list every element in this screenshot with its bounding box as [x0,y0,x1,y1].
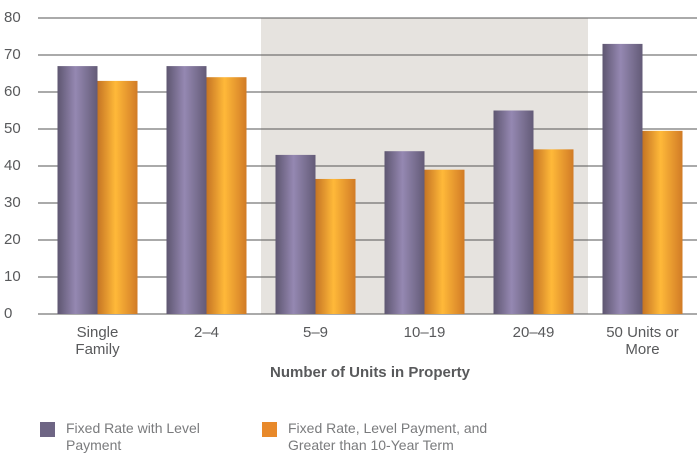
bar [493,110,534,314]
y-tick-label: 20 [4,231,21,248]
x-tick-label: 5–9 [302,324,329,341]
x-tick-label: 2–4 [193,324,220,341]
y-tick-label: 0 [4,305,12,322]
x-tick-label: Single Family [75,324,120,358]
bar [315,178,356,314]
bar [384,151,425,314]
y-tick-label: 50 [4,120,21,137]
x-tick-label: 20–49 [512,324,555,341]
bar [57,66,98,314]
bar [602,43,643,315]
y-tick-label: 80 [4,9,21,26]
y-tick-label: 60 [4,83,21,100]
legend-label: Fixed Rate with Level Payment [66,420,200,453]
x-tick-label: 50 Units or More [606,324,679,358]
bar [275,154,316,314]
legend-swatch [40,422,55,437]
x-axis-label: Number of Units in Property [269,364,471,381]
y-tick-label: 40 [4,157,21,174]
legend-label: Fixed Rate, Level Payment, and Greater t… [288,420,488,453]
legend-swatch [262,422,277,437]
bar [533,149,574,314]
bar [642,130,683,314]
bar [166,66,207,314]
bar [97,80,138,315]
x-tick-label: 10–19 [403,324,446,341]
y-tick-label: 70 [4,46,21,63]
bar [206,77,247,314]
bar [424,169,465,314]
y-tick-label: 10 [4,268,21,285]
y-tick-label: 30 [4,194,21,211]
